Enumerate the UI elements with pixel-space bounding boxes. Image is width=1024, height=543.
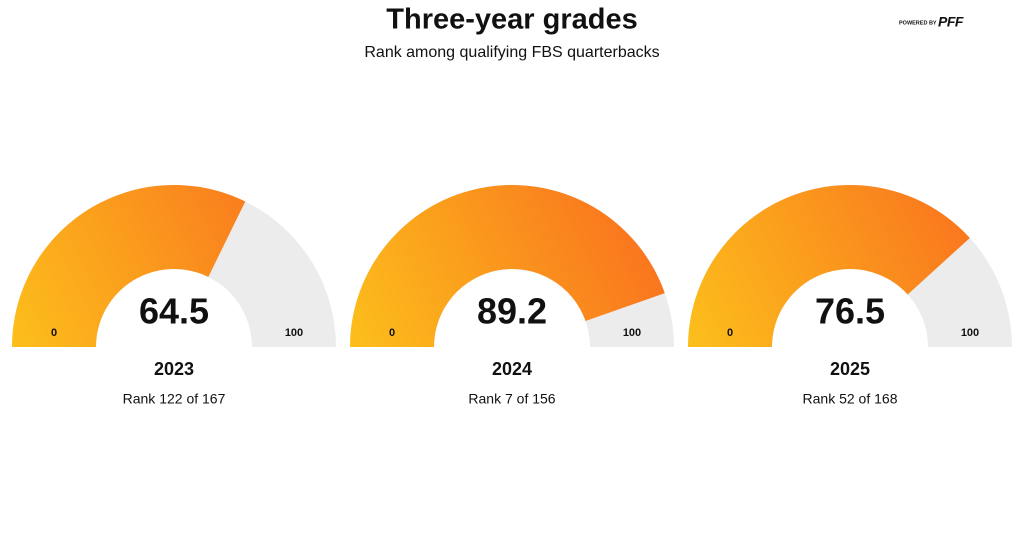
gauge-caption: Rank 52 of 168 [803, 391, 898, 407]
gauge-caption: Rank 122 of 167 [123, 391, 226, 407]
gauge-tick-label: 0 [389, 327, 395, 339]
chart-title: Three-year grades [386, 4, 637, 36]
gauge-year: 2023 [154, 359, 194, 379]
brand-prefix: POWERED BY [899, 20, 937, 26]
gauge-value-label: 76.5 [815, 291, 885, 332]
gauge-tick-label: 100 [961, 327, 979, 339]
gauge-year: 2024 [492, 359, 532, 379]
chart-subtitle: Rank among qualifying FBS quarterbacks [364, 44, 659, 61]
gauge-tick-label: 0 [727, 327, 733, 339]
gauge-tick-label: 100 [285, 327, 303, 339]
gauge-value-arc [688, 184, 970, 347]
gauge-value-label: 64.5 [139, 291, 209, 332]
brand-name: PFF [938, 14, 964, 30]
gauge-tick-label: 0 [51, 327, 57, 339]
gauge-caption: Rank 7 of 156 [468, 391, 555, 407]
gauge-year: 2025 [830, 359, 870, 379]
gauge-tick-label: 100 [623, 327, 641, 339]
gauge-value-label: 89.2 [477, 291, 547, 332]
gauge-value-arc [350, 185, 665, 347]
gauge-value-arc [12, 185, 246, 347]
